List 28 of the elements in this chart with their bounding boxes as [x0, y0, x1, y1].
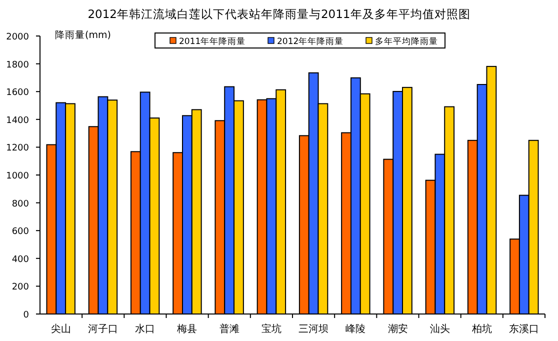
x-tick-label: 宝坑: [261, 323, 282, 335]
x-tick-label: 尖山: [50, 323, 71, 335]
x-tick-label: 峰陵: [346, 323, 366, 335]
x-tick-label: 三河坝: [298, 323, 329, 335]
x-tick-label: 东溪口: [509, 323, 540, 335]
y-tick-label: 800: [12, 199, 30, 210]
x-tick-label: 梅县: [176, 323, 198, 335]
legend-label: 2012年年降雨量: [277, 36, 344, 47]
x-tick-label: 柏坑: [471, 323, 492, 335]
y-tick-label: 1600: [6, 88, 30, 98]
y-tick-label: 1800: [6, 60, 30, 70]
legend-label: 多年平均降雨量: [375, 36, 438, 47]
y-tick-label: 400: [12, 254, 30, 265]
y-tick-label: 2000: [6, 32, 30, 42]
chart-title: 2012年韩江流域白莲以下代表站年降雨量与2011年及多年平均值对照图: [88, 7, 470, 21]
x-tick-label: 河子口: [88, 323, 118, 335]
y-tick-label: 1200: [6, 144, 30, 154]
x-tick-label: 潮安: [388, 323, 408, 335]
y-axis-title: 降雨量(mm): [55, 29, 111, 41]
x-tick-label: 水口: [135, 323, 156, 335]
x-tick-label: 普滩: [219, 323, 240, 335]
y-tick-label: 0: [23, 310, 30, 320]
x-tick-label: 汕头: [430, 323, 450, 335]
y-tick-label: 1400: [6, 116, 30, 126]
y-tick-label: 600: [12, 227, 30, 238]
legend-label: 2011年年降雨量: [179, 36, 246, 47]
y-tick-label: 200: [12, 282, 30, 293]
y-tick-label: 1000: [6, 172, 30, 182]
